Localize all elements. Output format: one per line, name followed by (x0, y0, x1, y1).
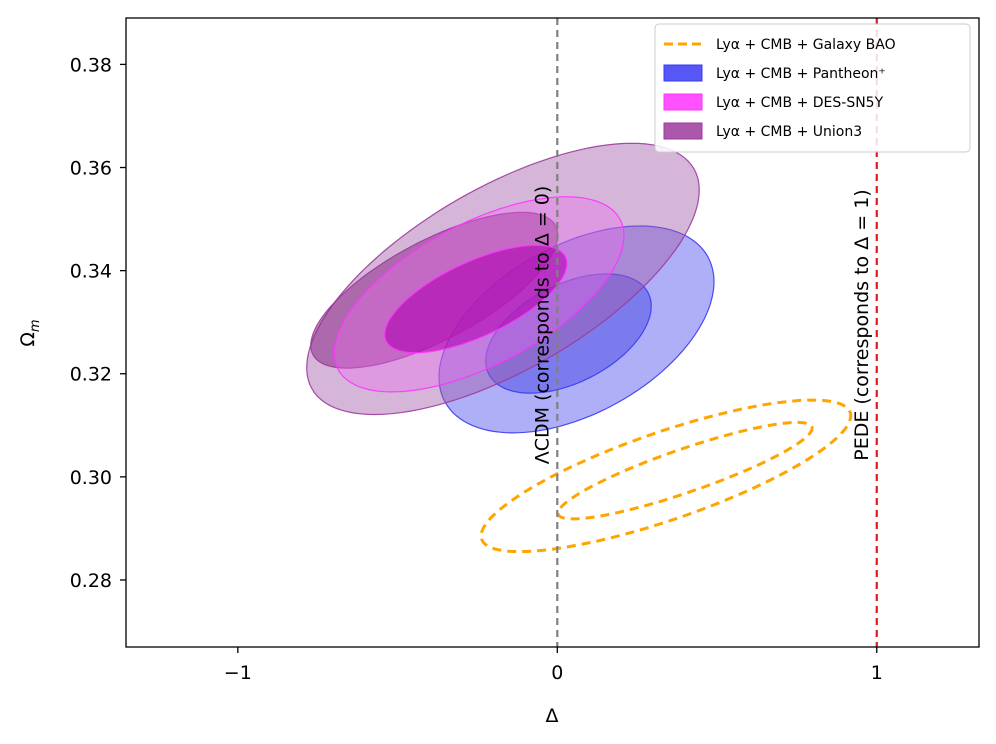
legend-label-union3: Lyα + CMB + Union3 (716, 124, 862, 140)
y-axis-label: Ωm (17, 319, 43, 346)
reference-line-label-0: ΛCDM (corresponds to Δ = 0) (531, 186, 553, 465)
x-tick-label-1: 0 (551, 662, 563, 684)
legend-swatch-des (663, 93, 703, 111)
y-tick-label-4: 0.36 (70, 158, 112, 180)
y-tick-label-1: 0.30 (70, 467, 112, 489)
legend: Lyα + CMB + Galaxy BAO Lyα + CMB + Panthe… (654, 23, 971, 153)
plot-frame (125, 17, 980, 648)
x-tick-label-2: 1 (871, 662, 883, 684)
reference-line-label-1: PEDE (corresponds to Δ = 1) (851, 189, 873, 460)
y-tick-label-3: 0.34 (70, 261, 112, 283)
legend-box (654, 23, 971, 153)
legend-swatch-union3 (663, 122, 703, 140)
y-tick-label-5: 0.38 (70, 54, 112, 76)
y-axis-label-main: Ω (17, 332, 39, 347)
legend-items: Lyα + CMB + Galaxy BAO Lyα + CMB + Panthe… (663, 37, 896, 140)
legend-swatch-pantheon (663, 64, 703, 82)
legend-label-pantheon: Lyα + CMB + Pantheon⁺ (716, 66, 886, 82)
legend-label-des: Lyα + CMB + DES-SN5Y (716, 95, 884, 111)
legend-label-galaxy_bao: Lyα + CMB + Galaxy BAO (716, 37, 896, 53)
contour-layer (306, 142, 853, 554)
y-tick-label-0: 0.28 (70, 570, 112, 592)
x-axis: −1 0 1 (224, 647, 883, 684)
des-contour-68 (384, 244, 568, 354)
y-axis-label-subscript: m (28, 319, 43, 332)
y-tick-label-2: 0.32 (70, 364, 112, 386)
galaxy_bao-contour-95 (479, 398, 853, 554)
reference-lines: ΛCDM (corresponds to Δ = 0) PEDE (corresp… (531, 18, 878, 647)
y-axis: 0.28 0.30 0.32 0.34 0.36 0.38 (70, 54, 126, 592)
x-tick-label-0: −1 (224, 662, 252, 684)
x-axis-label: Δ (546, 705, 559, 727)
